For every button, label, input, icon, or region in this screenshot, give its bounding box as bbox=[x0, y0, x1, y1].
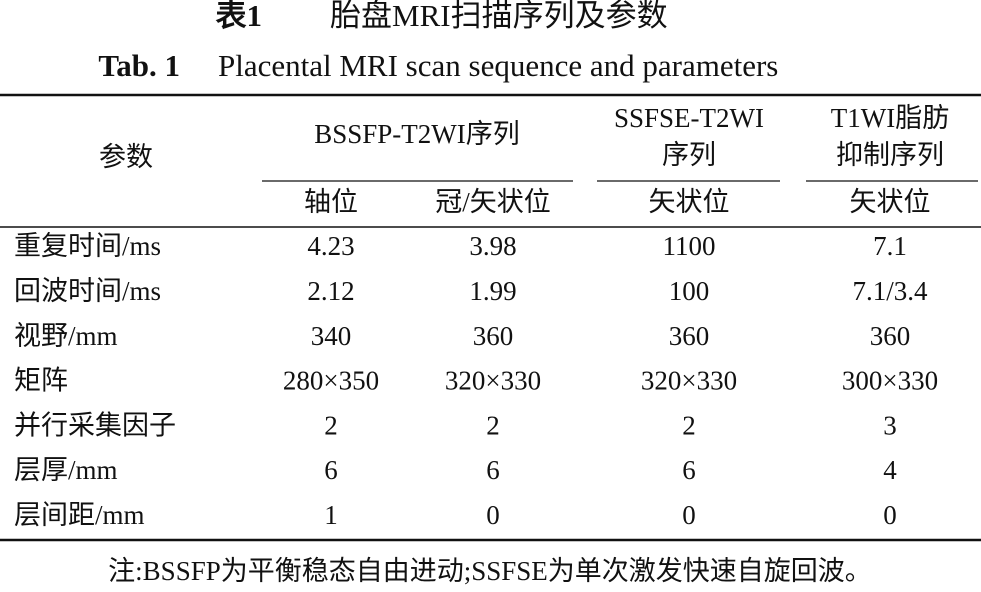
cell: 360 bbox=[473, 321, 514, 351]
cell: 1.99 bbox=[469, 276, 516, 306]
cell: 0 bbox=[486, 500, 500, 530]
cell: 6 bbox=[486, 455, 500, 485]
cell: 2 bbox=[324, 410, 338, 440]
cell: 3.98 bbox=[469, 231, 516, 261]
row-label: 视野/mm bbox=[14, 321, 118, 351]
cell: 1 bbox=[324, 500, 338, 530]
cell: 2 bbox=[682, 410, 696, 440]
cell: 2 bbox=[486, 410, 500, 440]
group-header: 序列 bbox=[662, 140, 716, 170]
sub-header: 轴位 bbox=[304, 187, 358, 217]
cell: 100 bbox=[669, 276, 710, 306]
row-label: 并行采集因子 bbox=[14, 410, 176, 440]
cell: 3 bbox=[883, 410, 897, 440]
caption-en-label: Tab. 1 bbox=[98, 48, 180, 83]
sub-header: 冠/矢状位 bbox=[435, 187, 551, 217]
cell: 0 bbox=[682, 500, 696, 530]
caption-en-title: Placental MRI scan sequence and paramete… bbox=[218, 48, 778, 83]
cell: 7.1/3.4 bbox=[852, 276, 928, 306]
caption-cn-label: 表1 bbox=[216, 0, 263, 33]
table-note: 注:BSSFP为平衡稳态自由进动;SSFSE为单次激发快速自旋回波。 bbox=[108, 556, 872, 586]
cell: 6 bbox=[682, 455, 696, 485]
row-label: 回波时间/ms bbox=[14, 276, 161, 306]
cell: 7.1 bbox=[873, 231, 907, 261]
cell: 340 bbox=[311, 321, 352, 351]
cell: 280×350 bbox=[283, 366, 379, 396]
cell: 6 bbox=[324, 455, 338, 485]
row-label: 矩阵 bbox=[14, 366, 68, 396]
cell: 0 bbox=[883, 500, 897, 530]
cell: 1100 bbox=[663, 231, 716, 261]
cell: 320×330 bbox=[641, 366, 737, 396]
row-label: 层厚/mm bbox=[14, 455, 118, 485]
sub-header: 矢状位 bbox=[649, 187, 730, 217]
cell: 300×330 bbox=[842, 366, 938, 396]
row-label: 层间距/mm bbox=[14, 500, 145, 530]
param-header: 参数 bbox=[99, 142, 153, 172]
group-header: SSFSE-T2WI bbox=[614, 103, 764, 133]
cell: 2.12 bbox=[307, 276, 354, 306]
group-header: T1WI脂肪 bbox=[831, 103, 949, 133]
row-label: 重复时间/ms bbox=[14, 231, 161, 261]
cell: 360 bbox=[870, 321, 911, 351]
group-header: 抑制序列 bbox=[836, 140, 944, 170]
sub-header: 矢状位 bbox=[850, 187, 931, 217]
cell: 320×330 bbox=[445, 366, 541, 396]
cell: 4.23 bbox=[307, 231, 354, 261]
cell: 4 bbox=[883, 455, 897, 485]
caption-cn-title: 胎盘MRI扫描序列及参数 bbox=[330, 0, 668, 33]
cell: 360 bbox=[669, 321, 710, 351]
group-header: BSSFP-T2WI序列 bbox=[314, 119, 520, 149]
